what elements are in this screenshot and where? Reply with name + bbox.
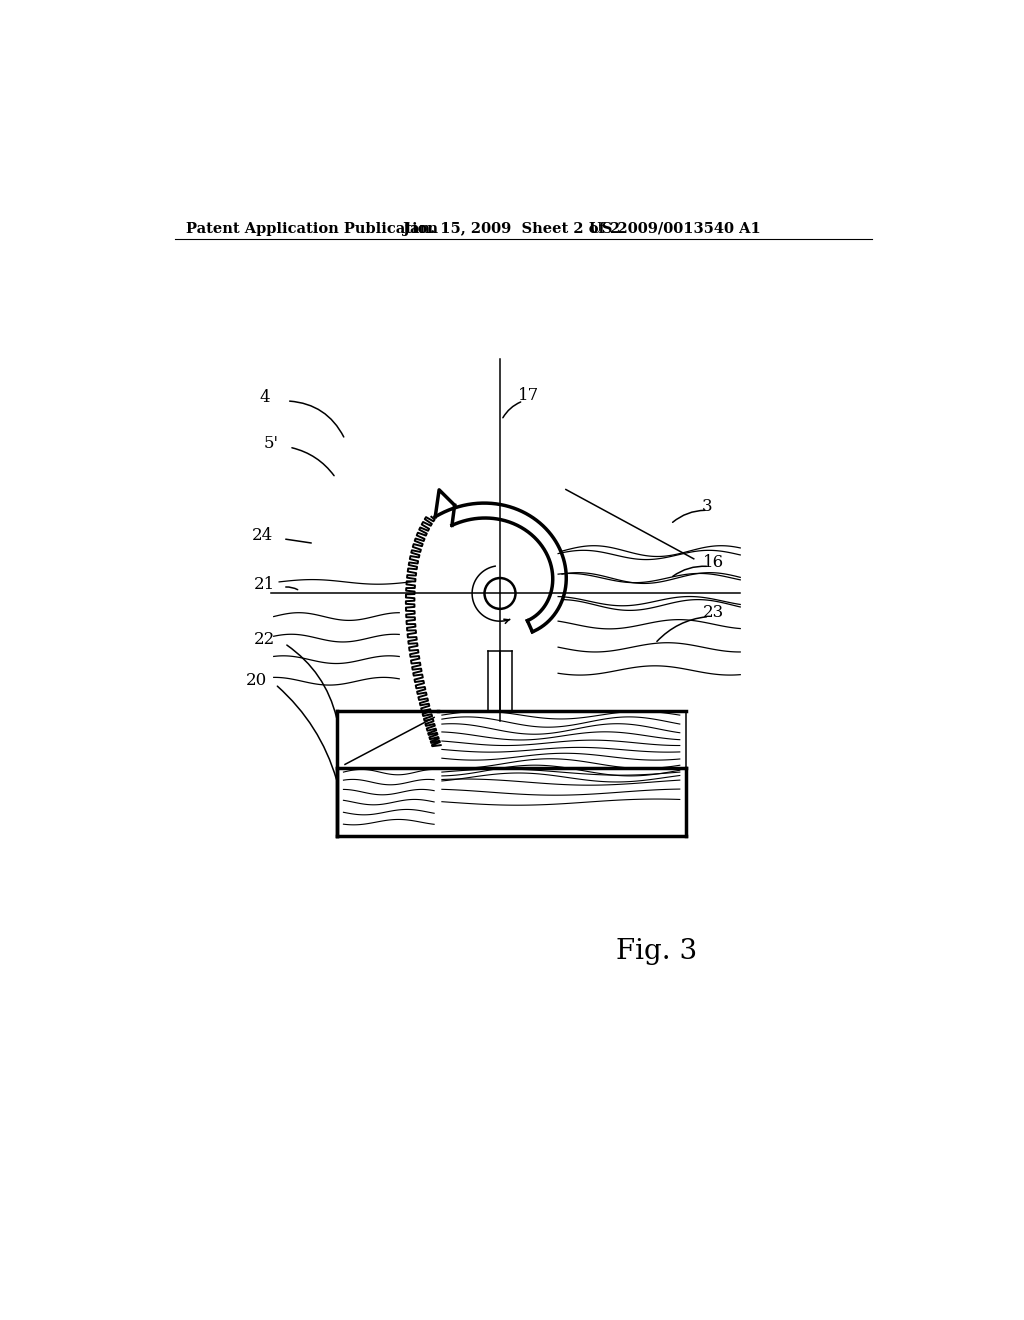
Text: 23: 23 [703, 605, 724, 622]
Text: Fig. 3: Fig. 3 [616, 939, 697, 965]
Text: 21: 21 [254, 576, 274, 593]
Text: 20: 20 [246, 672, 267, 689]
Text: 5': 5' [263, 434, 279, 451]
Text: 17: 17 [518, 387, 539, 404]
Text: Jan. 15, 2009  Sheet 2 of 2: Jan. 15, 2009 Sheet 2 of 2 [403, 222, 621, 235]
Text: US 2009/0013540 A1: US 2009/0013540 A1 [589, 222, 761, 235]
Text: 16: 16 [703, 554, 724, 572]
Text: 22: 22 [254, 631, 274, 648]
Text: 3: 3 [701, 498, 712, 515]
Text: 4: 4 [260, 388, 270, 405]
Text: Patent Application Publication: Patent Application Publication [186, 222, 438, 235]
Text: 24: 24 [252, 527, 273, 544]
